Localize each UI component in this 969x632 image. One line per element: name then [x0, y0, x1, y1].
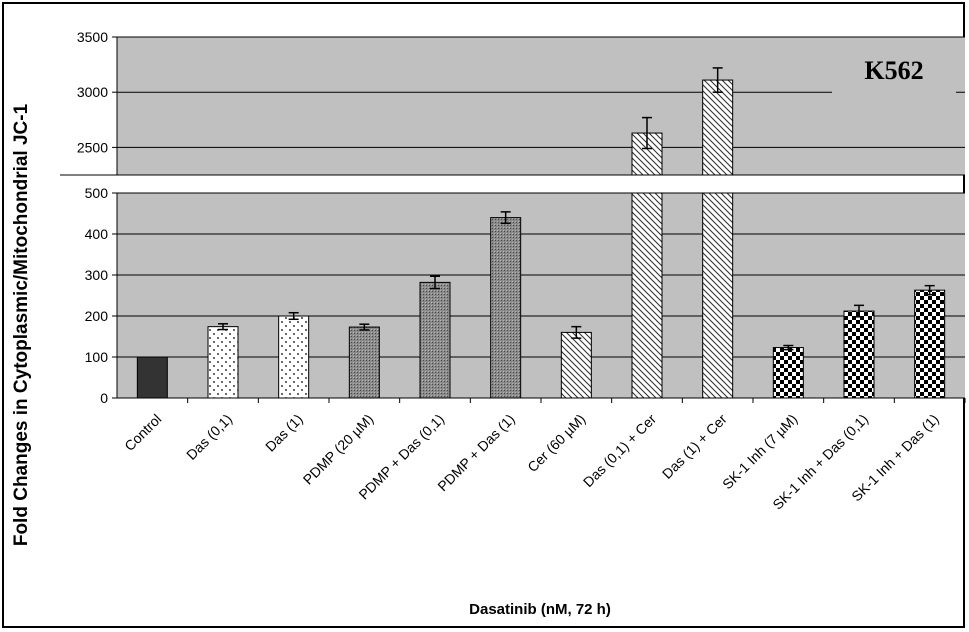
y-tick-label: 0 [100, 390, 108, 406]
x-category-label: Das (0,1) + Cer [580, 411, 659, 490]
error-bars [218, 67, 935, 351]
y-tick-label: 300 [85, 267, 109, 283]
x-category-label: PDMP (20 µM) [300, 411, 377, 488]
bar [490, 217, 522, 399]
bar [772, 347, 804, 399]
cell-line-label: K562 [864, 56, 923, 85]
x-category-labels: Control Das (0,1) Das (1)PDMP (20 µM) PDMP … [121, 411, 942, 513]
bar-lower-segment [631, 192, 663, 399]
y-ticks: 0 100 200 300 400 500 2500 3000 3500 [77, 29, 966, 406]
bars [136, 79, 946, 399]
bar [843, 310, 875, 399]
cell-line-label-box [832, 42, 956, 96]
bar-upper-segment [702, 79, 734, 176]
x-category-label: Control [121, 411, 164, 454]
upper-plot-area [117, 37, 965, 175]
y-tick-label: 500 [85, 185, 109, 201]
bar [419, 281, 451, 399]
bar [136, 356, 168, 399]
y-tick-label: 100 [85, 349, 109, 365]
bar [560, 331, 592, 399]
x-category-label: Das (0,1) [183, 411, 235, 463]
x-category-label: SK-1 Inh (7 µM) [719, 411, 800, 492]
lower-plot-area [117, 193, 965, 398]
bar-lower-segment [702, 192, 734, 399]
y-tick-label: 200 [85, 308, 109, 324]
bar [914, 289, 946, 399]
bar [207, 326, 239, 399]
x-category-label: Das (1) [262, 411, 306, 455]
y-axis-title: Fold Changes in Cytoplasmic/Mitochondria… [11, 103, 32, 546]
y-tick-label: 400 [85, 226, 109, 242]
x-category-label: Das (1) + Cer [659, 411, 730, 482]
y-tick-label: 3500 [77, 29, 108, 45]
y-tick-label: 3000 [77, 84, 108, 100]
x-category-label: PDMP + Das (1) [434, 411, 517, 494]
x-axis-title: Dasatinib (nM, 72 h) [469, 601, 611, 618]
x-category-label: Cer (60 µM) [524, 411, 588, 475]
y-tick-label: 2500 [77, 139, 108, 155]
bar [278, 315, 310, 399]
bar [348, 326, 380, 399]
gridlines [117, 36, 965, 358]
